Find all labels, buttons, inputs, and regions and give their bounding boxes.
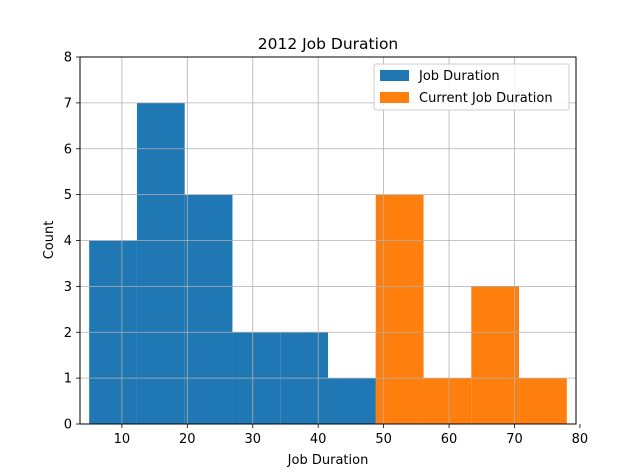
- y-tick-label-7: 7: [64, 96, 72, 111]
- legend-swatch-current-job-duration: [380, 92, 409, 103]
- current-job-duration-bar-1: [423, 378, 472, 424]
- job-duration-bar-2: [184, 194, 233, 424]
- x-tick-label-6: 70: [506, 432, 523, 447]
- y-tick-label-0: 0: [64, 418, 72, 433]
- y-tick-label-1: 1: [64, 372, 72, 387]
- current-job-duration-bar-0: [375, 194, 424, 424]
- legend-label-job-duration: Job Duration: [418, 69, 500, 84]
- job-duration-bar-5: [328, 378, 376, 424]
- x-tick-label-5: 60: [441, 432, 458, 447]
- x-tick-label-3: 40: [310, 432, 327, 447]
- y-tick-label-2: 2: [64, 326, 72, 341]
- y-tick-label-8: 8: [64, 51, 72, 66]
- legend: Job Duration Current Job Duration: [373, 63, 570, 111]
- legend-box: [373, 63, 570, 111]
- x-tick-label-2: 30: [244, 432, 261, 447]
- y-tick-label-4: 4: [64, 234, 72, 249]
- y-axis-ticks: 0 1 2 3 4 5 6 7 8: [64, 51, 80, 433]
- y-tick-label-6: 6: [64, 142, 72, 157]
- legend-label-current-job-duration: Current Job Duration: [419, 91, 553, 106]
- x-axis-title: Job Duration: [287, 453, 369, 468]
- x-tick-label-4: 50: [375, 432, 392, 447]
- job-duration-bar-1: [136, 102, 185, 424]
- current-job-duration-bar-2: [471, 286, 520, 424]
- y-axis-title: Count: [42, 221, 57, 260]
- chart-title: 2012 Job Duration: [258, 35, 399, 53]
- x-axis-ticks: 10 20 30 40 50 60 70 80: [114, 424, 589, 447]
- y-tick-label-5: 5: [64, 188, 72, 203]
- x-tick-label-7: 80: [572, 432, 589, 447]
- x-tick-label-0: 10: [114, 432, 131, 447]
- legend-swatch-job-duration: [380, 70, 409, 81]
- x-tick-label-1: 20: [179, 432, 196, 447]
- current-job-duration-bar-3: [519, 378, 567, 424]
- y-tick-label-3: 3: [64, 280, 72, 295]
